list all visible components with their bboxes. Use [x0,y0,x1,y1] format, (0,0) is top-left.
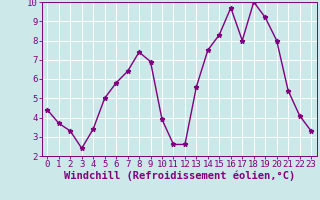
X-axis label: Windchill (Refroidissement éolien,°C): Windchill (Refroidissement éolien,°C) [64,171,295,181]
